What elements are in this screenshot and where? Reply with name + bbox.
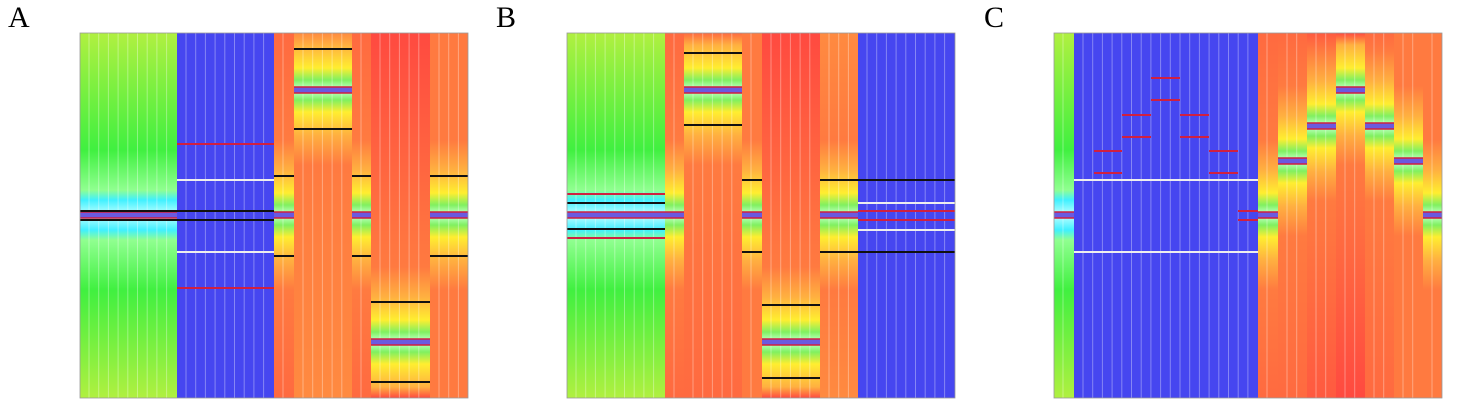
panels-art bbox=[79, 32, 1443, 399]
center-band bbox=[1365, 123, 1394, 129]
column bbox=[858, 33, 955, 398]
center-band bbox=[1278, 158, 1307, 164]
column bbox=[762, 33, 820, 398]
panel-label: C bbox=[984, 1, 1004, 34]
center-band bbox=[80, 212, 177, 218]
column bbox=[371, 33, 430, 398]
column bbox=[1394, 33, 1423, 398]
center-band bbox=[742, 212, 762, 218]
panel-frame bbox=[566, 32, 956, 399]
center-band bbox=[371, 339, 430, 345]
center-band bbox=[1336, 87, 1365, 93]
center-band bbox=[665, 212, 684, 218]
center-band bbox=[352, 212, 371, 218]
center-band bbox=[684, 87, 742, 93]
column bbox=[1307, 33, 1336, 398]
center-band bbox=[1307, 123, 1336, 129]
center-band bbox=[762, 339, 820, 345]
column bbox=[1365, 33, 1394, 398]
column bbox=[294, 33, 352, 398]
column bbox=[1074, 33, 1258, 398]
center-band bbox=[820, 212, 858, 218]
panel-label: A bbox=[8, 1, 30, 34]
center-band bbox=[567, 212, 665, 218]
column bbox=[1336, 33, 1365, 398]
column bbox=[1278, 33, 1307, 398]
column bbox=[684, 33, 742, 398]
center-band bbox=[1394, 158, 1423, 164]
center-band bbox=[274, 212, 294, 218]
panel-frame bbox=[79, 32, 469, 399]
center-band bbox=[294, 87, 352, 93]
panel-frame bbox=[1053, 32, 1443, 399]
panel-label: B bbox=[496, 1, 516, 34]
center-band bbox=[1258, 212, 1278, 218]
column bbox=[177, 33, 274, 398]
center-band bbox=[1423, 212, 1442, 218]
center-band bbox=[430, 212, 468, 218]
